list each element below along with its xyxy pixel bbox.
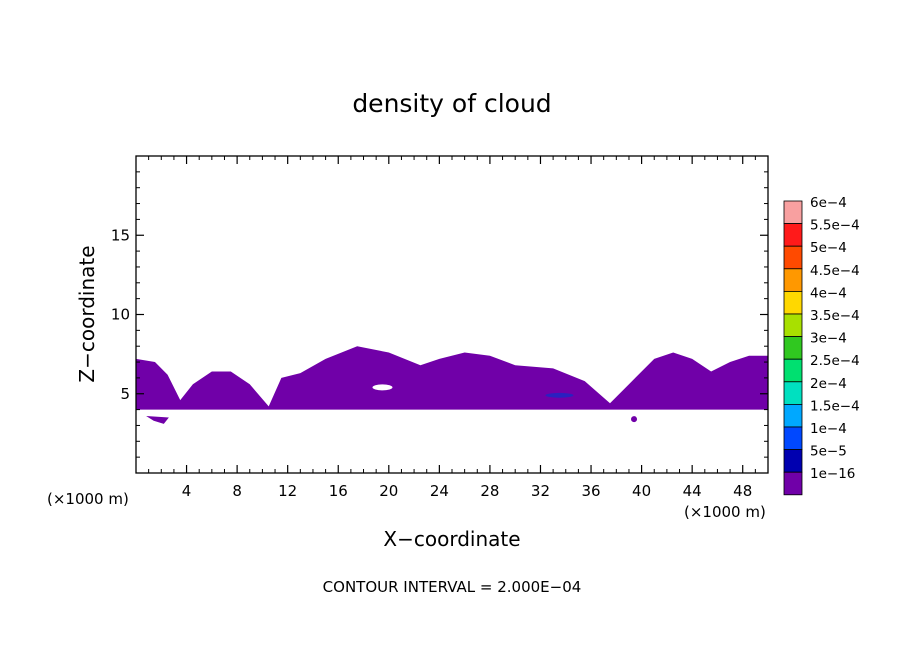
legend-label: 1.5e−4 xyxy=(810,398,860,414)
x-tick-label: 20 xyxy=(379,482,398,500)
y-tick-label: 10 xyxy=(111,306,130,324)
contour-interval-note: CONTOUR INTERVAL = 2.000E−04 xyxy=(323,578,582,596)
x-tick-label: 48 xyxy=(733,482,752,500)
legend-label: 2.5e−4 xyxy=(810,353,860,369)
cloud-gap xyxy=(372,384,393,391)
legend-label: 2e−4 xyxy=(810,376,847,392)
legend-swatch xyxy=(783,426,803,451)
legend-swatch xyxy=(783,245,803,270)
legend-swatch xyxy=(783,449,803,473)
y-axis-label: Z−coordinate xyxy=(75,245,99,382)
legend-swatch xyxy=(783,336,803,360)
legend-swatch xyxy=(783,200,803,225)
chart-title: density of cloud xyxy=(352,89,551,118)
x-tick-label: 36 xyxy=(581,482,600,500)
x-tick-label: 40 xyxy=(632,482,651,500)
x-tick-label: 16 xyxy=(329,482,348,500)
legend-swatch xyxy=(783,381,803,405)
color-legend: 6e−4 5.5e−4 5e−4 4.5e−4 4e−4 3.5e−4 3e−4 2.5e−4… xyxy=(783,195,860,496)
cloud-fragment xyxy=(631,416,638,423)
x-tick-label: 32 xyxy=(531,482,550,500)
x-tick-label: 28 xyxy=(480,482,499,500)
x-axis-ticks: 4 8 12 16 20 24 28 32 36 40 44 48 xyxy=(148,156,756,500)
plot-frame xyxy=(135,155,769,474)
x-tick-label: 44 xyxy=(683,482,702,500)
legend-swatch xyxy=(783,471,803,496)
y-tick-label: 15 xyxy=(111,226,130,244)
legend-swatch xyxy=(783,290,803,315)
x-tick-label: 4 xyxy=(182,482,192,500)
legend-label: 3e−4 xyxy=(810,331,847,347)
y-axis-unit: (×1000 m) xyxy=(47,490,129,508)
legend-label: 4.5e−4 xyxy=(810,263,860,279)
cloud-contour-fill xyxy=(136,346,768,424)
cloud-layer xyxy=(136,346,768,410)
legend-label: 1e−4 xyxy=(810,421,847,437)
legend-label: 5.5e−4 xyxy=(810,218,860,234)
legend-swatch xyxy=(783,268,803,292)
x-axis-unit: (×1000 m) xyxy=(684,503,766,521)
x-tick-label: 12 xyxy=(278,482,297,500)
y-tick-label: 5 xyxy=(120,385,130,403)
x-tick-label: 24 xyxy=(430,482,449,500)
legend-swatch xyxy=(783,223,803,247)
legend-label: 1e−16 xyxy=(810,466,855,482)
x-tick-label: 8 xyxy=(232,482,242,500)
legend-label: 3.5e−4 xyxy=(810,308,860,324)
x-axis-label: X−coordinate xyxy=(383,527,520,551)
y-axis-ticks: 5 10 15 xyxy=(111,171,768,458)
legend-swatch xyxy=(783,403,803,428)
legend-label: 5e−5 xyxy=(810,444,847,460)
legend-swatch xyxy=(783,358,803,383)
legend-label: 5e−4 xyxy=(810,240,847,256)
legend-swatch xyxy=(783,313,803,338)
legend-label: 6e−4 xyxy=(810,195,847,211)
legend-label: 4e−4 xyxy=(810,285,847,301)
cloud-core xyxy=(545,392,574,398)
cloud-fragment xyxy=(146,415,169,424)
